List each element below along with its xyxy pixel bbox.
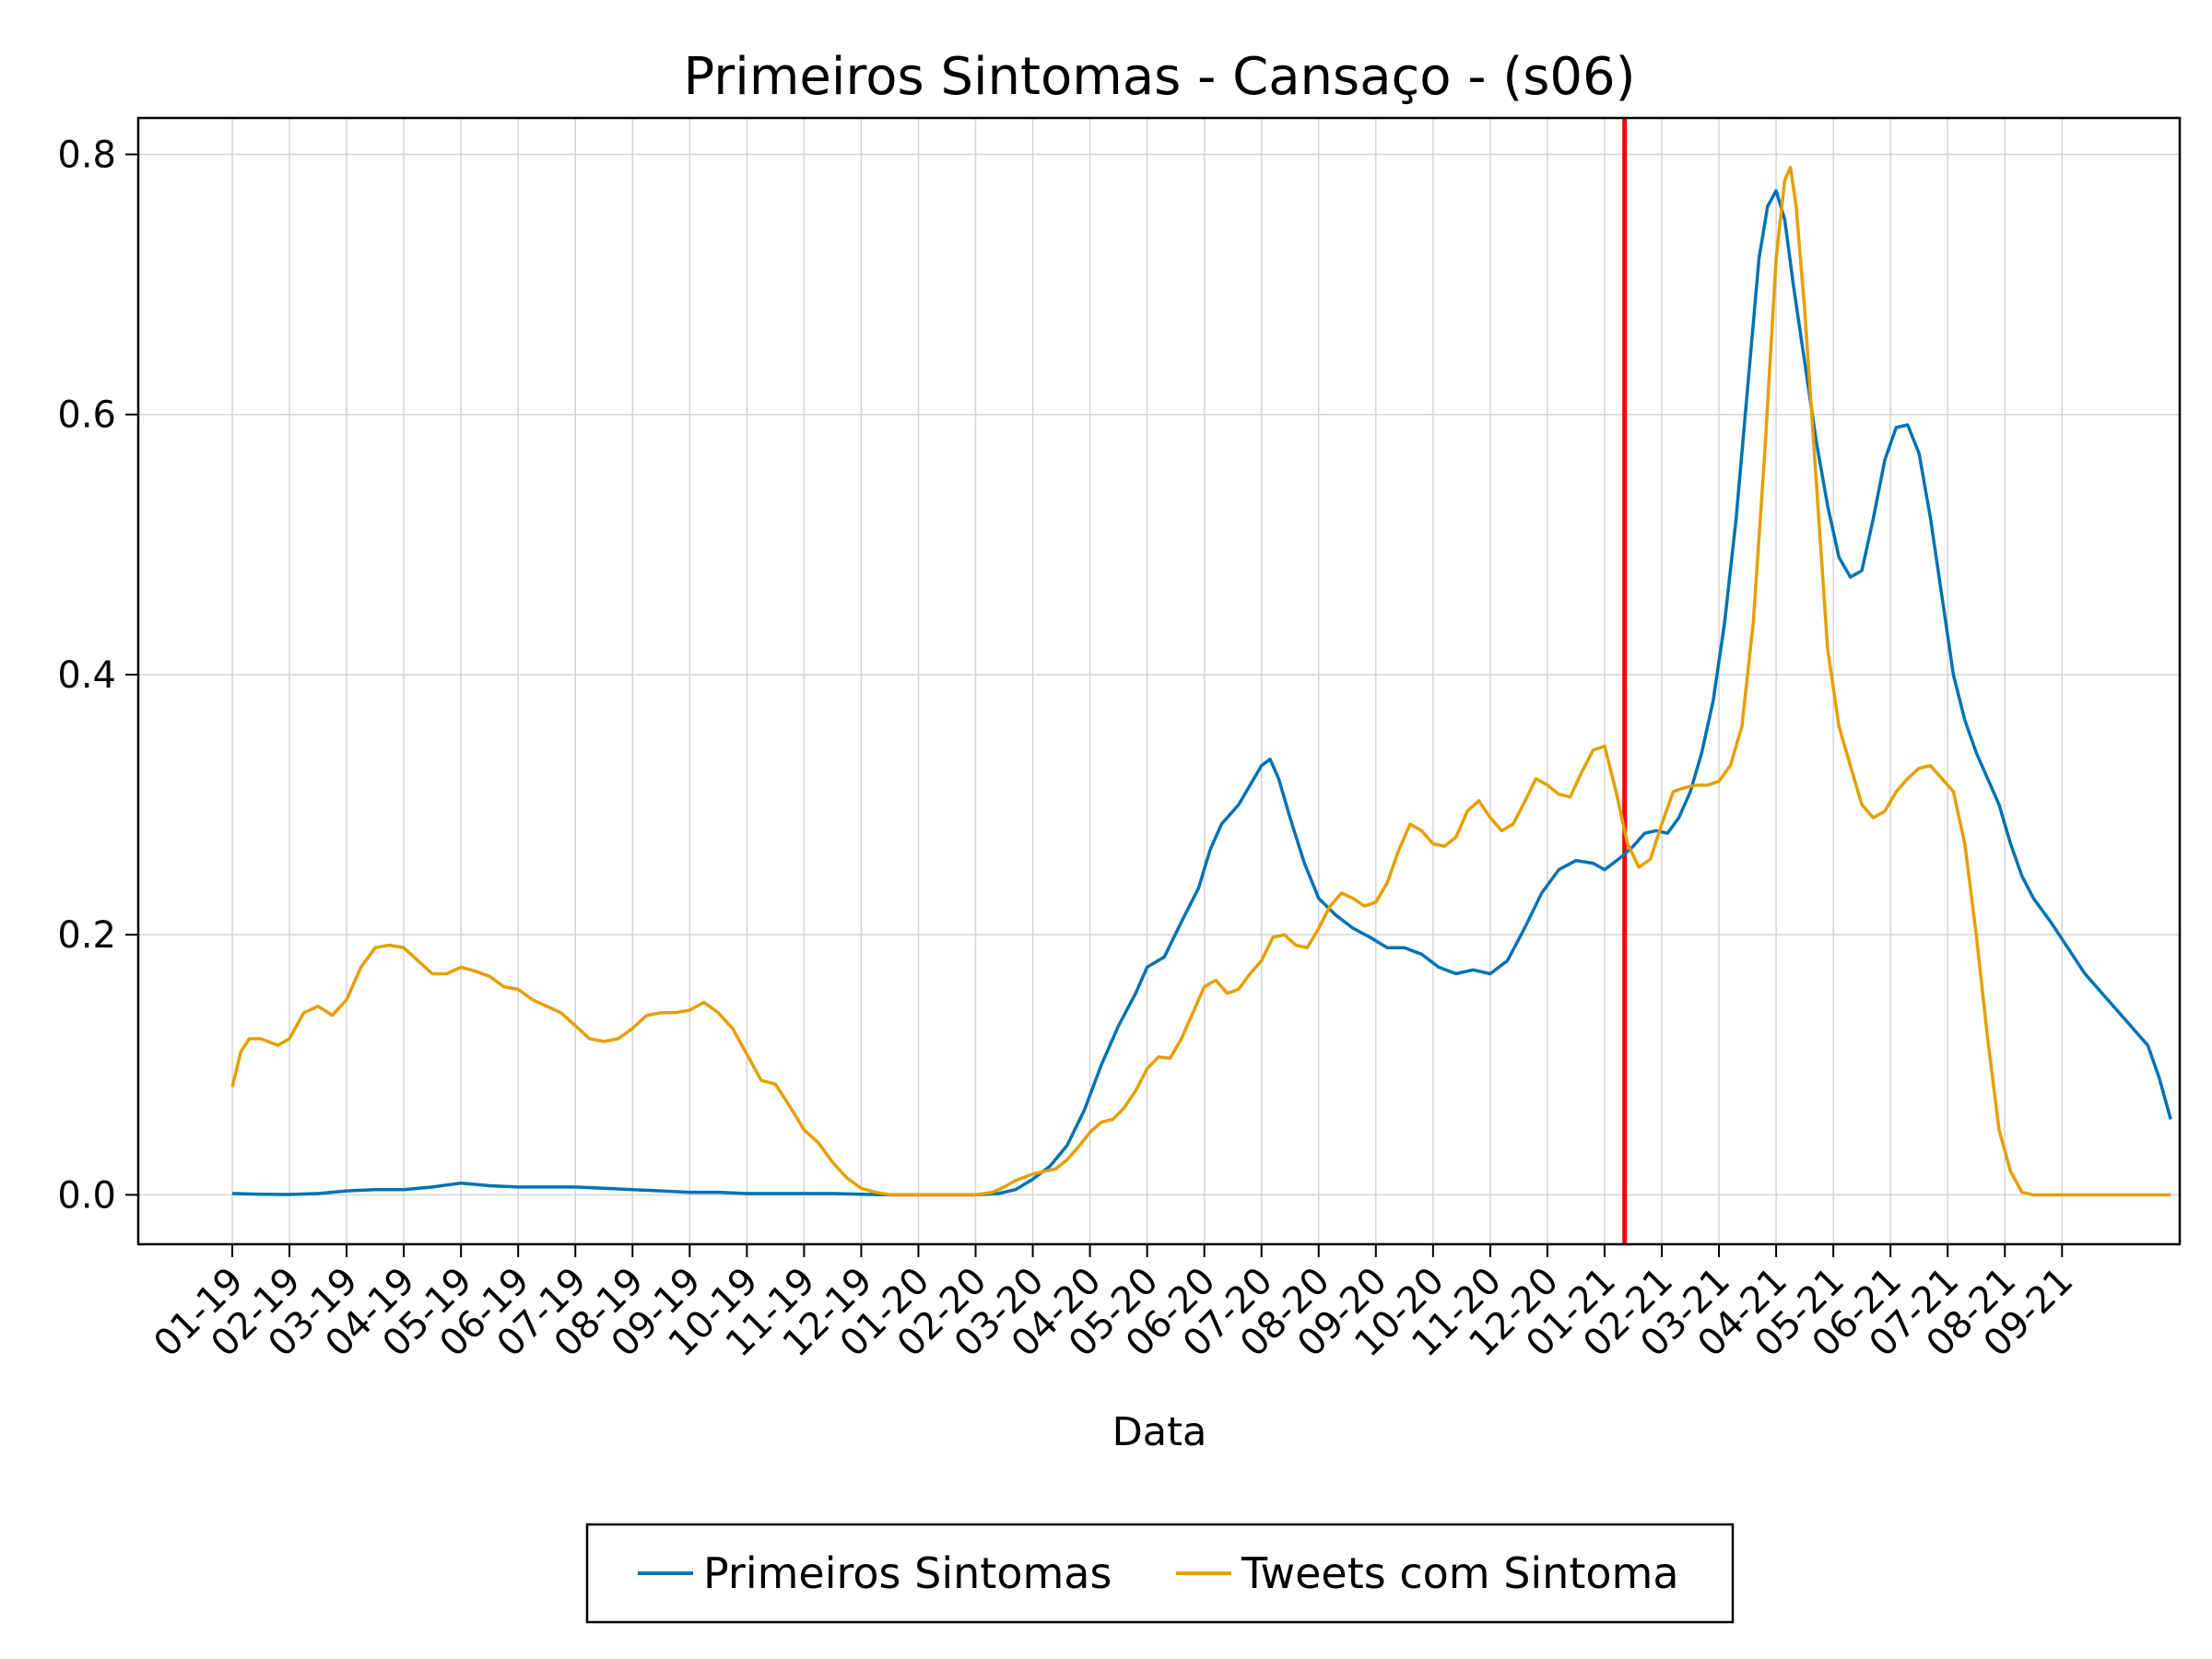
- x-axis-label: Data: [1112, 1409, 1207, 1455]
- y-axis: 0.0 0.2 0.4 0.6 0.8: [57, 135, 138, 1217]
- legend-label: Tweets com Sintoma: [1241, 1548, 1679, 1598]
- y-tick-label: 0.0: [57, 1174, 116, 1217]
- series-lines: [230, 165, 2172, 1197]
- legend: Primeiros Sintomas Tweets com Sintoma: [585, 1523, 1735, 1624]
- y-tick-label: 0.4: [57, 654, 116, 697]
- y-tick-label: 0.8: [57, 135, 116, 177]
- grid-lines: [138, 118, 2180, 1244]
- plot-area-frame: [136, 116, 2182, 1246]
- legend-label: Primeiros Sintomas: [703, 1548, 1112, 1598]
- series-line-tweets-com-sintoma: [230, 165, 2171, 1197]
- chart-title: Primeiros Sintomas - Cansaço - (s06): [683, 47, 1635, 107]
- y-tick-label: 0.6: [57, 394, 116, 437]
- series-line-primeiros-sintomas: [231, 189, 2172, 1197]
- legend-box: [585, 1523, 1735, 1624]
- y-tick-label: 0.2: [57, 914, 116, 957]
